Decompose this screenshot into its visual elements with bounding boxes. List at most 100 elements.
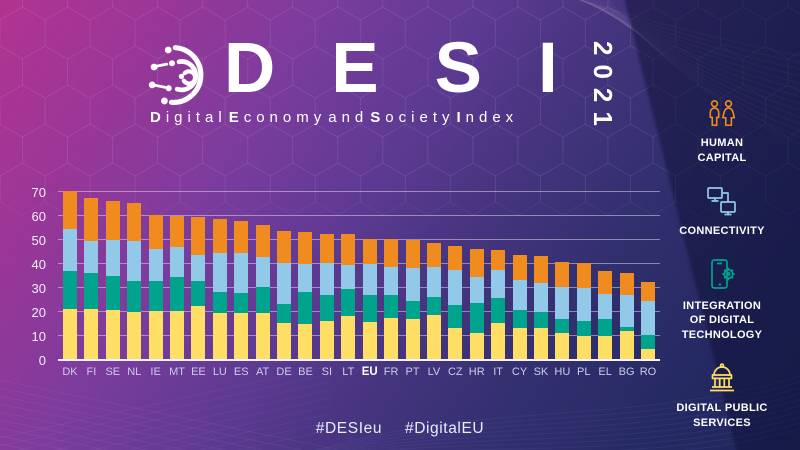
bar-cy xyxy=(512,254,527,359)
segment-connectivity xyxy=(448,270,463,306)
segment-digital-public-services xyxy=(512,327,527,359)
segment-human-capital xyxy=(84,198,99,242)
bar-cz xyxy=(448,246,463,359)
x-label-pl: PL xyxy=(577,366,591,378)
people-icon xyxy=(709,99,736,127)
segment-integration-of-digital-technology xyxy=(127,281,142,313)
segment-integration-of-digital-technology xyxy=(341,289,356,316)
segment-connectivity xyxy=(555,287,570,320)
segment-connectivity xyxy=(598,294,613,320)
legend-label: CONNECTIVITY xyxy=(679,224,765,237)
segment-connectivity xyxy=(212,253,227,292)
segment-connectivity xyxy=(63,229,77,272)
segment-digital-public-services xyxy=(212,313,227,359)
x-label-bg: BG xyxy=(618,366,635,378)
segment-digital-public-services xyxy=(426,314,441,359)
tagline: Digital Economy and Society Index xyxy=(150,109,590,126)
segment-integration-of-digital-technology xyxy=(362,295,377,322)
segment-digital-public-services xyxy=(84,308,99,359)
segment-integration-of-digital-technology xyxy=(384,295,399,319)
segment-connectivity xyxy=(255,257,270,288)
bar-sk xyxy=(533,255,548,359)
segment-digital-public-services xyxy=(105,309,120,359)
segment-human-capital xyxy=(127,203,142,242)
segment-integration-of-digital-technology xyxy=(255,287,270,314)
segment-digital-public-services xyxy=(63,308,77,359)
segment-integration-of-digital-technology xyxy=(640,335,655,350)
segment-connectivity xyxy=(170,247,185,278)
bar-nl xyxy=(127,203,142,359)
x-label-lu: LU xyxy=(212,366,227,378)
segment-digital-public-services xyxy=(277,323,292,359)
tagline-word: Digital xyxy=(150,109,227,126)
segment-digital-public-services xyxy=(234,313,249,359)
segment-connectivity xyxy=(127,241,142,282)
x-label-ie: IE xyxy=(150,366,161,378)
segment-digital-public-services xyxy=(319,320,334,359)
x-label-si: SI xyxy=(321,366,333,378)
segment-integration-of-digital-technology xyxy=(277,303,292,323)
tagline-word: Index xyxy=(456,109,519,126)
segment-human-capital xyxy=(191,217,206,255)
segment-connectivity xyxy=(533,283,548,313)
bar-fi xyxy=(84,198,99,359)
segment-digital-public-services xyxy=(576,336,591,359)
segment-connectivity xyxy=(319,263,334,296)
legend-item-human-capital: HUMAN CAPITAL xyxy=(698,99,747,166)
bar-fr xyxy=(384,239,399,359)
gridline xyxy=(58,262,660,264)
phone-gear-icon xyxy=(711,258,735,289)
segment-human-capital xyxy=(234,221,249,254)
x-label-lv: LV xyxy=(427,366,441,378)
segment-integration-of-digital-technology xyxy=(405,301,420,320)
segment-human-capital xyxy=(491,249,506,271)
segment-digital-public-services xyxy=(255,313,270,359)
y-tick-0: 0 xyxy=(38,353,46,368)
bar-dk xyxy=(63,191,77,359)
segment-digital-public-services xyxy=(298,324,313,359)
x-label-lt: LT xyxy=(342,366,355,378)
x-label-se: SE xyxy=(105,366,121,378)
segment-connectivity xyxy=(619,295,634,327)
tagline-word: Society xyxy=(370,109,455,126)
bar-hu xyxy=(555,261,570,359)
segment-integration-of-digital-technology xyxy=(598,319,613,337)
segment-integration-of-digital-technology xyxy=(469,302,484,333)
connected-screens-icon xyxy=(707,186,736,216)
x-label-es: ES xyxy=(233,366,249,378)
bar-ro xyxy=(640,282,655,359)
segment-connectivity xyxy=(234,253,249,294)
x-label-cy: CY xyxy=(511,366,528,378)
segment-digital-public-services xyxy=(448,327,463,359)
x-label-mt: MT xyxy=(169,366,185,378)
segment-human-capital xyxy=(640,282,655,302)
tagline-word: and xyxy=(328,109,369,126)
segment-human-capital xyxy=(555,261,570,288)
segment-connectivity xyxy=(512,279,527,310)
segment-human-capital xyxy=(212,218,227,254)
x-label-el: EL xyxy=(598,366,612,378)
segment-integration-of-digital-technology xyxy=(63,271,77,309)
x-label-hr: HR xyxy=(468,366,485,378)
bar-mt xyxy=(170,216,185,359)
segment-digital-public-services xyxy=(555,332,570,359)
x-label-dk: DK xyxy=(62,366,78,378)
plot-area xyxy=(58,190,660,361)
bar-el xyxy=(598,271,613,359)
bar-es xyxy=(234,221,249,359)
y-tick-70: 70 xyxy=(31,185,46,200)
x-label-ro: RO xyxy=(639,366,657,378)
x-label-nl: NL xyxy=(127,366,142,378)
government-building-icon xyxy=(710,363,734,392)
segment-integration-of-digital-technology xyxy=(491,297,506,323)
segment-digital-public-services xyxy=(362,321,377,359)
segment-integration-of-digital-technology xyxy=(555,319,570,333)
segment-integration-of-digital-technology xyxy=(319,295,334,321)
segment-integration-of-digital-technology xyxy=(105,276,120,310)
segment-connectivity xyxy=(277,263,292,304)
segment-integration-of-digital-technology xyxy=(533,312,548,328)
segment-integration-of-digital-technology xyxy=(170,277,185,311)
segment-digital-public-services xyxy=(405,319,420,359)
bar-pl xyxy=(576,263,591,359)
